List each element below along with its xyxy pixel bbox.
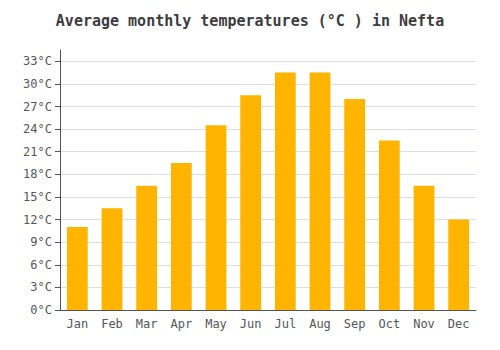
svg-text:18°C: 18°C [23, 167, 52, 181]
svg-text:Mar: Mar [136, 317, 158, 331]
svg-text:Aug: Aug [309, 317, 331, 331]
svg-text:27°C: 27°C [23, 100, 52, 114]
svg-text:Nov: Nov [413, 317, 435, 331]
svg-text:6°C: 6°C [30, 258, 52, 272]
svg-text:Average monthly temperatures (: Average monthly temperatures (°C ) in Ne… [56, 12, 444, 30]
svg-text:3°C: 3°C [30, 280, 52, 294]
svg-text:Feb: Feb [101, 317, 123, 331]
svg-text:Jun: Jun [240, 317, 262, 331]
svg-text:0°C: 0°C [30, 303, 52, 317]
svg-text:12°C: 12°C [23, 213, 52, 227]
svg-text:Sep: Sep [344, 317, 366, 331]
svg-text:Apr: Apr [170, 317, 192, 331]
svg-text:Dec: Dec [448, 317, 470, 331]
svg-text:Oct: Oct [378, 317, 400, 331]
svg-text:May: May [205, 317, 227, 331]
svg-text:21°C: 21°C [23, 145, 52, 159]
svg-text:33°C: 33°C [23, 54, 52, 68]
svg-text:24°C: 24°C [23, 122, 52, 136]
svg-text:9°C: 9°C [30, 235, 52, 249]
svg-text:30°C: 30°C [23, 77, 52, 91]
svg-text:Jan: Jan [66, 317, 88, 331]
svg-text:15°C: 15°C [23, 190, 52, 204]
svg-text:Jul: Jul [274, 317, 296, 331]
